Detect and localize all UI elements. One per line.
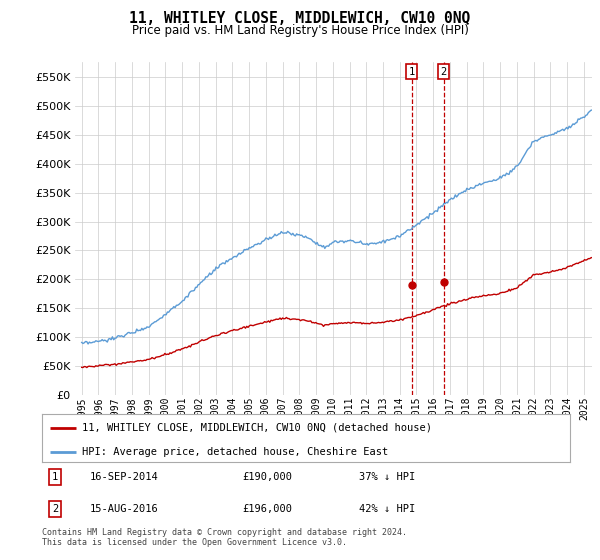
- Text: 11, WHITLEY CLOSE, MIDDLEWICH, CW10 0NQ (detached house): 11, WHITLEY CLOSE, MIDDLEWICH, CW10 0NQ …: [82, 423, 431, 433]
- Text: Price paid vs. HM Land Registry's House Price Index (HPI): Price paid vs. HM Land Registry's House …: [131, 24, 469, 36]
- Text: 42% ↓ HPI: 42% ↓ HPI: [359, 504, 415, 514]
- Text: 2: 2: [440, 67, 446, 77]
- Text: HPI: Average price, detached house, Cheshire East: HPI: Average price, detached house, Ches…: [82, 446, 388, 456]
- Text: 11, WHITLEY CLOSE, MIDDLEWICH, CW10 0NQ: 11, WHITLEY CLOSE, MIDDLEWICH, CW10 0NQ: [130, 11, 470, 26]
- Text: 1: 1: [52, 472, 58, 482]
- Text: 37% ↓ HPI: 37% ↓ HPI: [359, 472, 415, 482]
- Text: 15-AUG-2016: 15-AUG-2016: [89, 504, 158, 514]
- Text: Contains HM Land Registry data © Crown copyright and database right 2024.
This d: Contains HM Land Registry data © Crown c…: [42, 528, 407, 547]
- Text: £190,000: £190,000: [242, 472, 293, 482]
- Text: 16-SEP-2014: 16-SEP-2014: [89, 472, 158, 482]
- Text: 1: 1: [409, 67, 415, 77]
- Text: £196,000: £196,000: [242, 504, 293, 514]
- Text: 2: 2: [52, 504, 58, 514]
